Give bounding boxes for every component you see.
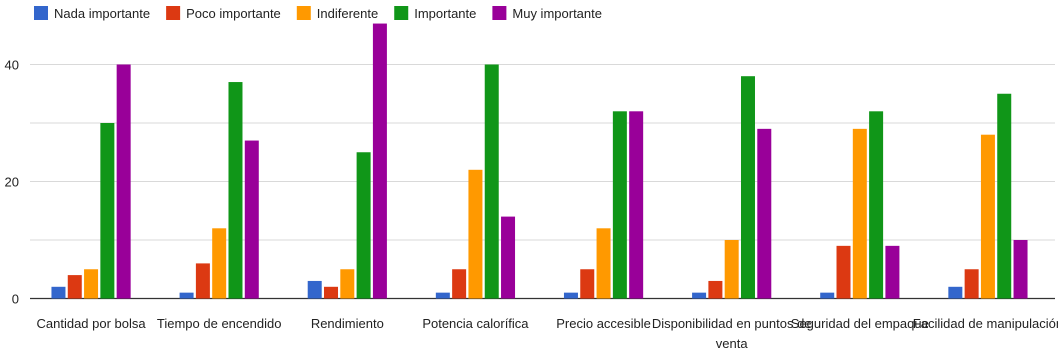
x-tick-label: Cantidad por bolsa	[36, 316, 146, 331]
bar-6-4[interactable]	[740, 76, 755, 299]
legend: Nada importante Poco importante Indiferent…	[34, 6, 602, 21]
legend-swatch	[34, 6, 48, 20]
legend-label: Muy importante	[512, 6, 602, 21]
bar-7-4[interactable]	[869, 111, 884, 299]
legend-label: Indiferente	[317, 6, 378, 21]
bar-1-5[interactable]	[116, 64, 131, 299]
bar-4-4[interactable]	[484, 64, 499, 299]
bar-4-3[interactable]	[468, 169, 483, 299]
bar-5-2[interactable]	[580, 269, 595, 299]
bar-3-4[interactable]	[356, 152, 371, 299]
bar-1-3[interactable]	[84, 269, 99, 299]
legend-label: Poco importante	[186, 6, 281, 21]
x-tick-label: Potencia calorífica	[422, 316, 529, 331]
bar-3-5[interactable]	[372, 23, 387, 299]
bar-4-1[interactable]	[435, 292, 450, 299]
y-tick-label: 0	[12, 292, 19, 307]
x-tick-label: Facilidad de manipulación	[913, 316, 1058, 331]
legend-swatch	[492, 6, 507, 20]
bar-6-1[interactable]	[692, 292, 707, 299]
bar-4-2[interactable]	[452, 269, 467, 299]
bar-6-2[interactable]	[708, 280, 723, 299]
y-tick-label: 20	[5, 175, 19, 190]
bar-7-2[interactable]	[836, 245, 851, 299]
legend-swatch	[166, 6, 181, 20]
x-tick-label: Rendimiento	[311, 316, 384, 331]
bar-5-5[interactable]	[629, 111, 644, 299]
x-tick-label: Disponibilidad en puntos de	[652, 316, 812, 331]
x-tick-label: Tiempo de encendido	[157, 316, 282, 331]
bar-2-5[interactable]	[244, 140, 259, 299]
bar-7-3[interactable]	[852, 128, 867, 299]
bar-1-2[interactable]	[67, 275, 82, 299]
bar-2-3[interactable]	[212, 228, 227, 299]
y-tick-label: 40	[5, 58, 19, 73]
legend-label: Nada importante	[54, 6, 150, 21]
bar-2-2[interactable]	[195, 263, 210, 299]
gridlines	[30, 64, 1055, 241]
bar-3-1[interactable]	[307, 280, 322, 299]
bar-1-4[interactable]	[100, 123, 115, 299]
bars	[51, 23, 1028, 299]
bar-2-4[interactable]	[228, 82, 243, 299]
legend-label: Importante	[414, 6, 476, 21]
bar-3-2[interactable]	[324, 286, 339, 299]
bar-8-5[interactable]	[1013, 240, 1028, 299]
bar-8-3[interactable]	[980, 134, 995, 299]
bar-5-3[interactable]	[596, 228, 611, 299]
bar-7-1[interactable]	[820, 292, 835, 299]
bar-5-4[interactable]	[612, 111, 627, 299]
bar-6-3[interactable]	[724, 240, 739, 299]
legend-swatch	[296, 6, 311, 20]
bar-4-5[interactable]	[501, 216, 516, 299]
x-axis-labels: Cantidad por bolsa Tiempo de encendido Ren…	[36, 316, 1058, 351]
x-tick-label: Seguridad del empaque	[791, 316, 929, 331]
x-tick-label: venta	[716, 336, 749, 351]
bar-3-3[interactable]	[340, 269, 355, 299]
bar-1-1[interactable]	[51, 286, 66, 299]
bar-8-1[interactable]	[948, 286, 963, 299]
legend-swatch	[394, 6, 409, 20]
bar-5-1[interactable]	[563, 292, 578, 299]
bar-8-2[interactable]	[964, 269, 979, 299]
bar-6-5[interactable]	[757, 128, 772, 299]
x-tick-label: Precio accesible	[556, 316, 651, 331]
bar-2-1[interactable]	[179, 292, 194, 299]
bar-7-5[interactable]	[885, 245, 900, 299]
bar-8-4[interactable]	[997, 93, 1012, 299]
